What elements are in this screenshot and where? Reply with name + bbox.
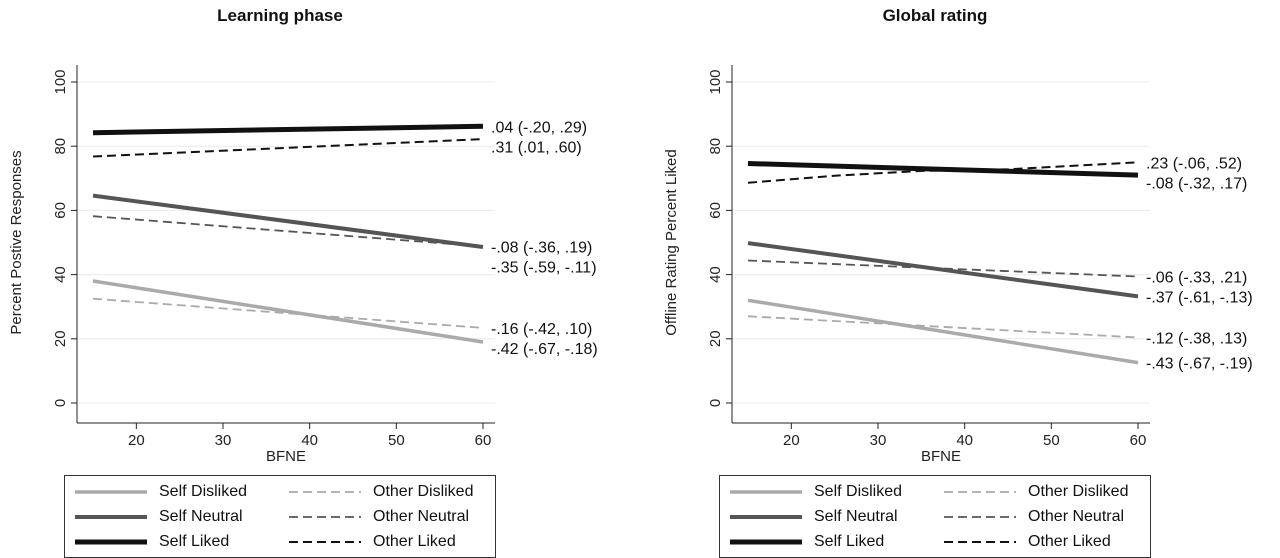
x-tick-label: 20 <box>128 432 145 449</box>
data-label-self-liked: -.08 (-.32, .17) <box>1146 175 1247 192</box>
legend: Self Disliked Other Disliked Self Neutral O… <box>719 475 1151 558</box>
series-line-other-neutral <box>92 215 484 248</box>
data-label-other-neutral: -.08 (-.36, .19) <box>491 239 592 256</box>
global-rating-chart: 0 20 40 60 80 100 20 30 40 50 60 BFNE Offline Rating… <box>663 65 1253 465</box>
series-line-self-neutral <box>747 241 1139 299</box>
y-tick-label: 40 <box>707 266 724 283</box>
data-label-self-disliked: -.42 (-.67, -.18) <box>491 341 598 358</box>
data-label-self-liked: .04 (-.20, .29) <box>491 119 587 136</box>
legend-label: Other Liked <box>1028 533 1111 550</box>
legend-label: Other Disliked <box>1028 483 1129 500</box>
x-tick-label: 60 <box>475 432 492 449</box>
legend-swatch <box>944 541 1016 543</box>
x-tick-label: 40 <box>301 432 318 449</box>
series-line-other-neutral <box>747 259 1139 278</box>
legend-label: Other Neutral <box>1028 508 1125 525</box>
y-tick-label: 60 <box>52 202 69 219</box>
series-line-other-liked <box>92 138 484 158</box>
legend-item-self-liked: Self Liked <box>73 531 229 553</box>
series-line-other-disliked <box>92 297 484 329</box>
legend-swatch <box>289 516 361 518</box>
legend-swatch <box>75 515 147 519</box>
x-axis-label: BFNE <box>266 448 306 465</box>
legend-label: Self Liked <box>814 533 885 550</box>
x-axis-label: BFNE <box>921 448 961 465</box>
y-tick-label: 20 <box>707 330 724 347</box>
legend-item-other-disliked: Other Disliked <box>942 481 1128 503</box>
data-label-other-liked: .31 (.01, .60) <box>491 139 582 156</box>
x-tick-label: 40 <box>956 432 973 449</box>
legend-swatch <box>289 491 361 493</box>
legend-swatch <box>730 539 802 545</box>
x-tick-label: 50 <box>388 432 405 449</box>
series-line-self-disliked <box>747 298 1139 365</box>
y-tick-label: 100 <box>52 69 69 94</box>
y-tick-label: 0 <box>707 399 724 407</box>
data-label-other-disliked: -.12 (-.38, .13) <box>1146 331 1247 348</box>
legend-item-self-neutral: Self Neutral <box>728 506 898 528</box>
x-tick-label: 30 <box>215 432 232 449</box>
legend-swatch <box>75 490 147 494</box>
x-tick-label: 30 <box>870 432 887 449</box>
series-line-self-neutral <box>92 193 484 249</box>
y-tick-label: 80 <box>52 138 69 155</box>
legend-item-other-liked: Other Liked <box>287 531 456 553</box>
legend-item-self-disliked: Self Disliked <box>728 481 902 503</box>
legend-item-self-liked: Self Liked <box>728 531 884 553</box>
legend-label: Self Disliked <box>159 483 248 500</box>
x-tick-label: 20 <box>783 432 800 449</box>
series-line-self-liked <box>747 161 1139 178</box>
legend-label: Self Neutral <box>814 508 898 525</box>
series-line-self-liked <box>92 123 484 136</box>
legend-item-other-neutral: Other Neutral <box>287 506 469 528</box>
legend-swatch <box>730 515 802 519</box>
y-axis-label: Offline Rating Percent Liked <box>663 149 680 336</box>
legend-item-other-liked: Other Liked <box>942 531 1111 553</box>
y-tick-label: 100 <box>707 69 724 94</box>
y-tick-label: 80 <box>707 138 724 155</box>
legend-swatch <box>730 490 802 494</box>
legend-label: Self Neutral <box>159 508 243 525</box>
legend-swatch <box>944 491 1016 493</box>
y-tick-label: 0 <box>52 399 69 407</box>
learning-phase-panel: Learning phase 0 20 40 60 80 100 20 30 40 50 60 BFN… <box>8 6 598 558</box>
legend-item-other-disliked: Other Disliked <box>287 481 473 503</box>
legend-label: Self Disliked <box>814 483 903 500</box>
data-label-self-disliked: -.43 (-.67, -.19) <box>1146 356 1253 373</box>
x-tick-label: 50 <box>1043 432 1060 449</box>
legend-label: Self Liked <box>159 533 230 550</box>
legend: Self Disliked Other Disliked Self Neutral O… <box>64 475 496 558</box>
global-rating-panel: Global rating 0 20 40 60 80 100 20 30 40 50 60 BFNE… <box>655 0 1280 558</box>
data-label-other-neutral: -.06 (-.33, .21) <box>1146 270 1247 287</box>
y-axis-label: Percent Postive Responses <box>8 150 25 334</box>
series-line-other-disliked <box>747 315 1139 339</box>
data-label-other-disliked: -.16 (-.42, .10) <box>491 321 592 338</box>
data-label-other-liked: .23 (-.06, .52) <box>1146 155 1242 172</box>
y-tick-label: 40 <box>52 266 69 283</box>
legend-label: Other Disliked <box>373 483 474 500</box>
series-line-self-disliked <box>92 279 484 344</box>
legend-item-other-neutral: Other Neutral <box>942 506 1124 528</box>
learning-phase-chart: 0 20 40 60 80 100 20 30 40 50 60 BFNE Percent Postiv… <box>8 65 598 465</box>
chart-title: Learning phase <box>217 6 343 25</box>
data-label-self-neutral: -.37 (-.61, -.13) <box>1146 290 1253 307</box>
legend-swatch <box>944 516 1016 518</box>
x-tick-label: 60 <box>1130 432 1147 449</box>
y-tick-label: 20 <box>52 330 69 347</box>
legend-label: Other Neutral <box>373 508 470 525</box>
legend-swatch <box>75 539 147 545</box>
legend-item-self-neutral: Self Neutral <box>73 506 243 528</box>
chart-title: Global rating <box>882 6 988 25</box>
legend-item-self-disliked: Self Disliked <box>73 481 247 503</box>
y-tick-label: 60 <box>707 202 724 219</box>
legend-label: Other Liked <box>373 533 456 550</box>
legend-swatch <box>289 541 361 543</box>
data-label-self-neutral: -.35 (-.59, -.11) <box>491 259 597 276</box>
